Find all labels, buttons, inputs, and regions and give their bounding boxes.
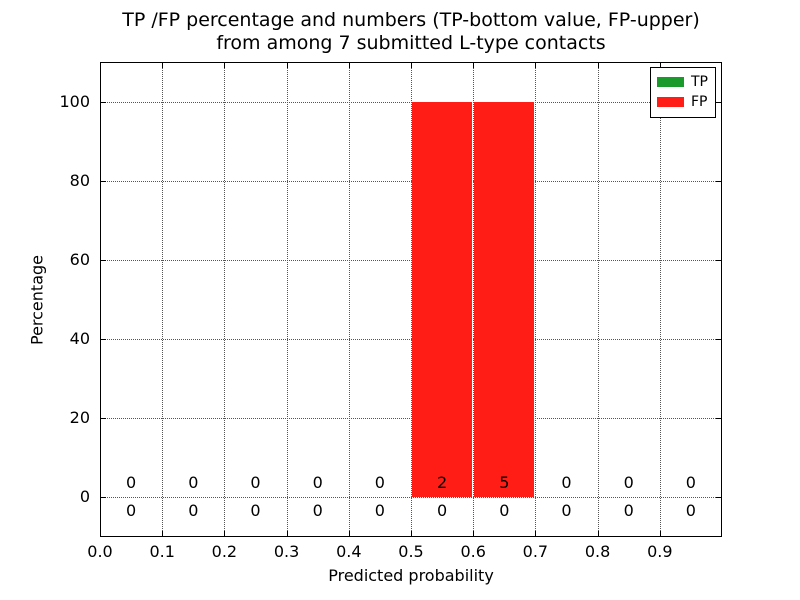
tp-count-label: 0 [250, 501, 261, 521]
x-gridline [162, 62, 164, 537]
legend-entry-tp: TP [651, 72, 715, 92]
chart-title-line1: TP /FP percentage and numbers (TP-bottom… [122, 9, 700, 31]
fp-count-label: 0 [126, 473, 137, 493]
x-gridline [224, 62, 226, 537]
fp-count-label: 0 [250, 473, 261, 493]
tp-count-label: 0 [188, 501, 199, 521]
x-tick-bottom [100, 531, 101, 537]
chart-title: TP /FP percentage and numbers (TP-bottom… [100, 9, 722, 55]
fp-legend-swatch [657, 97, 684, 107]
tp-count-label: 0 [685, 501, 696, 521]
x-tick-bottom [473, 531, 475, 537]
x-tick-label: 0.6 [460, 542, 486, 561]
x-tick-label: 0.0 [87, 542, 113, 561]
y-tick-left [100, 259, 106, 261]
y-tick-right [716, 339, 722, 341]
tp-count-label: 0 [126, 501, 137, 521]
y-gridline [100, 497, 722, 499]
x-tick-bottom [286, 531, 288, 537]
x-tick-top [473, 62, 475, 68]
tp-count-label: 0 [312, 501, 323, 521]
fp-count-label: 0 [623, 473, 634, 493]
y-tick-left [100, 418, 106, 420]
fp-count-label: 5 [499, 473, 510, 493]
fp-count-label: 0 [374, 473, 385, 493]
x-tick-top [597, 62, 599, 68]
y-tick-right [716, 497, 722, 499]
x-tick-bottom [162, 531, 164, 537]
tp-legend-swatch [657, 77, 684, 87]
x-tick-label: 0.8 [584, 542, 611, 561]
y-gridline [100, 418, 722, 420]
y-tick-label: 80 [69, 170, 90, 190]
y-tick-label: 40 [69, 329, 90, 349]
legend: TP FP [650, 67, 716, 118]
y-tick-right [716, 418, 722, 420]
x-tick-top [659, 62, 661, 68]
x-tick-bottom [411, 531, 412, 537]
x-tick-top [100, 62, 101, 68]
tp-count-label: 0 [374, 501, 385, 521]
x-tick-label: 0.7 [522, 542, 549, 561]
x-tick-bottom [535, 531, 537, 537]
x-tick-top [348, 62, 350, 68]
tp-legend-label: TP [691, 74, 708, 90]
fp-count-label: 0 [312, 473, 323, 493]
x-tick-bottom [659, 531, 661, 537]
x-gridline [659, 62, 661, 537]
y-tick-right [716, 259, 722, 261]
x-tick-bottom [597, 531, 599, 537]
y-gridline [100, 339, 722, 341]
x-tick-top [224, 62, 226, 68]
y-tick-right [716, 101, 722, 103]
y-gridline [100, 180, 722, 182]
y-tick-label: 60 [69, 249, 90, 269]
x-tick-label: 0.5 [398, 542, 424, 561]
tp-count-label: 0 [623, 501, 634, 521]
x-tick-label: 0.1 [149, 542, 175, 561]
y-tick-left [100, 497, 106, 499]
x-tick-label: 0.2 [211, 542, 238, 561]
tp-count-label: 0 [499, 501, 510, 521]
fp-count-label: 0 [188, 473, 199, 493]
x-gridline [535, 62, 537, 537]
y-tick-left [100, 339, 106, 341]
x-gridline [348, 62, 350, 537]
x-gridline [597, 62, 599, 537]
fp-legend-label: FP [691, 94, 708, 110]
x-gridline [411, 62, 412, 537]
fp-count-label: 2 [437, 473, 448, 493]
x-tick-bottom [224, 531, 226, 537]
y-tick-label: 0 [79, 487, 90, 507]
x-tick-top [411, 62, 412, 68]
x-gridline [473, 62, 475, 537]
y-tick-label: 20 [69, 408, 90, 428]
y-tick-left [100, 180, 106, 182]
y-gridline [100, 101, 722, 103]
tp-count-label: 0 [437, 501, 448, 521]
x-tick-bottom [348, 531, 350, 537]
x-tick-label: 0.4 [336, 542, 362, 561]
chart-title-line2: from among 7 submitted L-type contacts [216, 32, 606, 54]
fp-count-label: 0 [685, 473, 696, 493]
fp-bar [474, 101, 535, 498]
plot-area: 0 0 0 0 0 0 0 0 0 0 0 0 0 0 0 2 5 0 0 0 [100, 62, 722, 537]
x-tick-label: 0.9 [647, 542, 673, 561]
y-tick-right [716, 180, 722, 182]
legend-entry-fp: FP [651, 92, 715, 112]
x-tick-label: 0.3 [273, 542, 300, 561]
y-tick-left [100, 101, 106, 103]
x-tick-top [535, 62, 537, 68]
y-tick-label: 100 [59, 91, 90, 111]
x-tick-top [286, 62, 288, 68]
x-axis-label: Predicted probability [328, 566, 494, 585]
x-tick-top [162, 62, 164, 68]
x-gridline [286, 62, 288, 537]
tp-count-label: 0 [561, 501, 572, 521]
y-gridline [100, 259, 722, 261]
fp-bar [412, 101, 473, 498]
fp-count-label: 0 [561, 473, 572, 493]
